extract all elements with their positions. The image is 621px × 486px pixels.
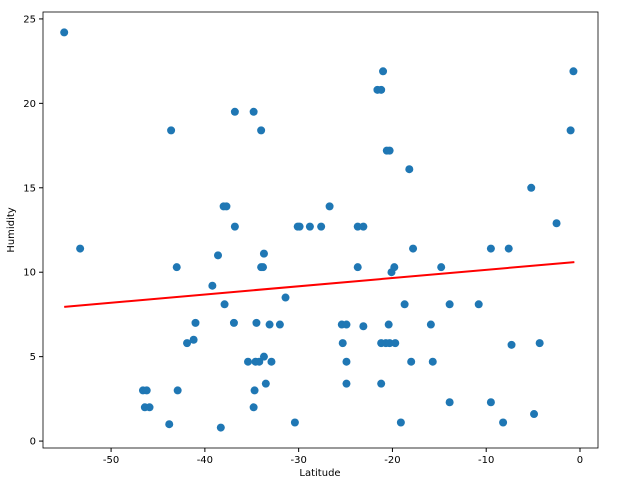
point <box>342 320 351 329</box>
point <box>486 244 495 253</box>
point <box>173 386 182 395</box>
point <box>317 222 326 231</box>
point <box>428 357 437 366</box>
point <box>290 418 299 427</box>
point <box>172 263 181 272</box>
point <box>222 202 231 211</box>
point <box>325 202 334 211</box>
point <box>250 386 259 395</box>
point <box>353 263 362 272</box>
point <box>445 398 454 407</box>
point <box>437 263 446 272</box>
point <box>390 263 399 272</box>
regression-line <box>64 261 575 308</box>
point <box>60 28 69 37</box>
point <box>189 335 198 344</box>
point <box>400 300 409 309</box>
point <box>249 403 258 412</box>
point <box>295 222 304 231</box>
point <box>208 281 217 290</box>
point <box>384 320 393 329</box>
y-tick-label: 0 <box>30 437 36 448</box>
point <box>145 403 154 412</box>
point <box>569 67 578 76</box>
plot-frame <box>42 11 599 449</box>
point <box>305 222 314 231</box>
point <box>191 318 200 327</box>
point <box>535 339 544 348</box>
point <box>499 418 508 427</box>
point <box>261 379 270 388</box>
point <box>552 219 561 228</box>
point <box>385 339 394 348</box>
point <box>213 251 222 260</box>
point <box>474 300 483 309</box>
point <box>504 244 513 253</box>
point <box>244 357 253 366</box>
point <box>267 357 276 366</box>
x-tick-label: -10 <box>478 455 494 466</box>
point <box>259 352 268 361</box>
y-tick-label: 10 <box>23 268 36 279</box>
point <box>252 318 261 327</box>
point <box>396 418 405 427</box>
point <box>167 126 176 135</box>
point <box>507 340 516 349</box>
point <box>426 320 435 329</box>
point <box>377 379 386 388</box>
point <box>249 107 258 116</box>
x-tick-label: -30 <box>290 455 306 466</box>
point <box>257 126 266 135</box>
point <box>342 379 351 388</box>
point <box>385 146 394 155</box>
point <box>259 263 268 272</box>
point <box>230 222 239 231</box>
point <box>530 410 539 419</box>
y-tick-label: 20 <box>23 99 36 110</box>
point <box>183 339 192 348</box>
point <box>230 107 239 116</box>
point <box>359 322 368 331</box>
point <box>229 318 238 327</box>
point <box>353 222 362 231</box>
point <box>265 320 274 329</box>
point <box>342 357 351 366</box>
point <box>281 293 290 302</box>
x-axis-label: Latitude <box>299 468 340 479</box>
point <box>142 386 151 395</box>
point <box>527 183 536 192</box>
x-tick-label: 0 <box>577 455 583 466</box>
point <box>445 300 454 309</box>
point <box>407 357 416 366</box>
y-axis-label: Humidity <box>6 207 17 252</box>
point <box>359 222 368 231</box>
y-tick-label: 5 <box>30 352 36 363</box>
point <box>338 339 347 348</box>
point <box>486 398 495 407</box>
point <box>377 85 386 94</box>
point <box>566 126 575 135</box>
y-tick-label: 25 <box>23 14 36 25</box>
point <box>405 165 414 174</box>
point <box>255 357 264 366</box>
point <box>259 249 268 258</box>
point <box>379 67 388 76</box>
point <box>216 423 225 432</box>
x-tick-label: -50 <box>103 455 119 466</box>
y-tick-label: 15 <box>23 183 36 194</box>
point <box>409 244 418 253</box>
point <box>165 420 174 429</box>
point <box>391 339 400 348</box>
point <box>275 320 284 329</box>
x-tick-label: -20 <box>384 455 400 466</box>
point <box>76 244 85 253</box>
x-tick-label: -40 <box>197 455 213 466</box>
point <box>220 300 229 309</box>
